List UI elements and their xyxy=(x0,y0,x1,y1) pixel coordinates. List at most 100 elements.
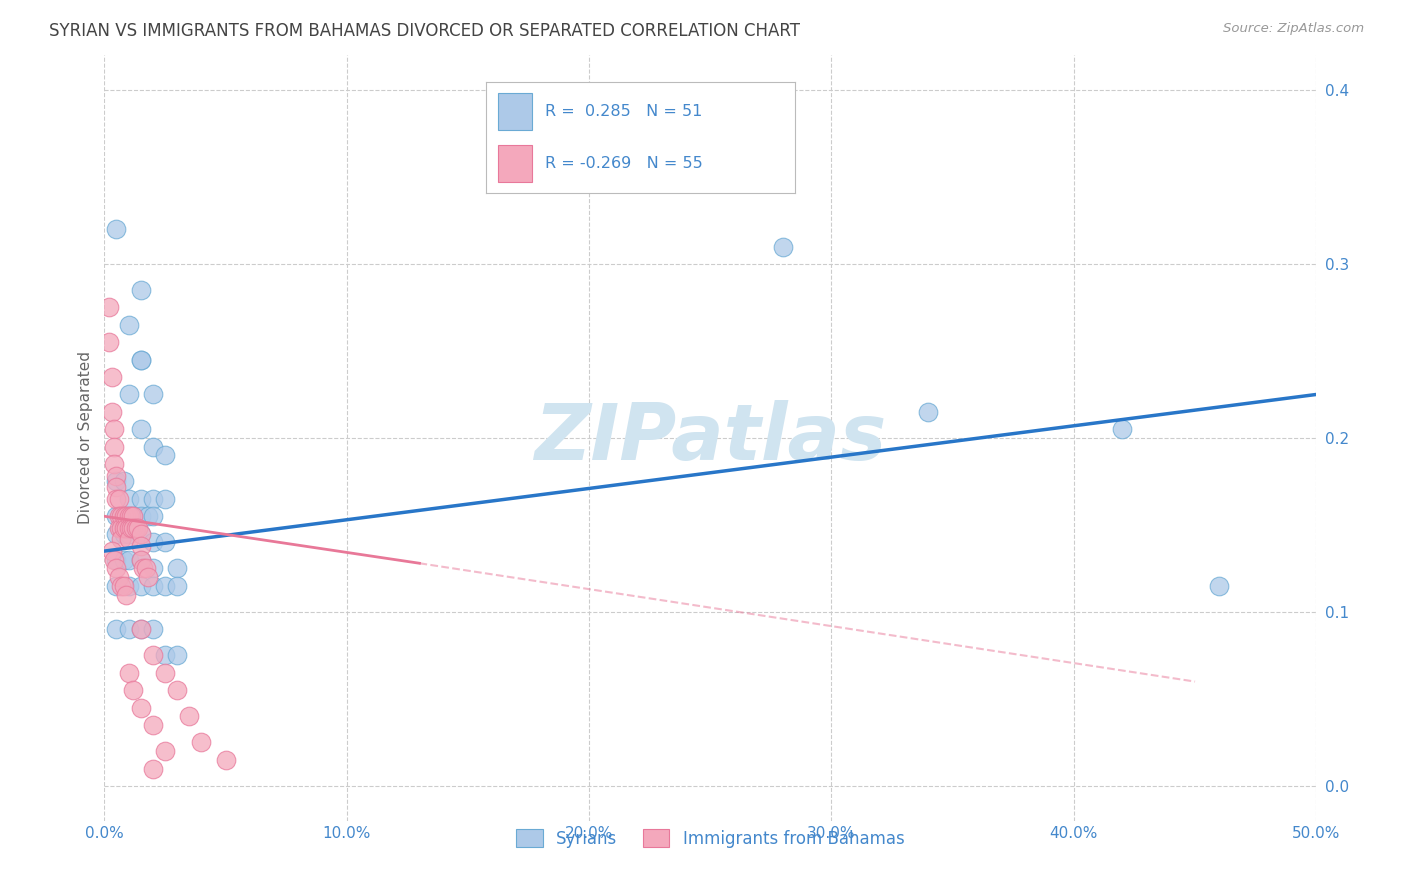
Point xyxy=(117,387,139,401)
Point xyxy=(772,239,794,253)
Point xyxy=(166,683,188,698)
Point xyxy=(108,570,131,584)
Point xyxy=(112,579,135,593)
Point xyxy=(142,535,165,549)
Point xyxy=(105,579,128,593)
Point xyxy=(214,753,236,767)
Point xyxy=(110,532,132,546)
Point xyxy=(108,509,131,524)
Point xyxy=(117,532,139,546)
Point xyxy=(129,526,152,541)
Point xyxy=(105,553,128,567)
Point xyxy=(142,579,165,593)
Text: ZIPatlas: ZIPatlas xyxy=(534,400,886,476)
Point xyxy=(142,762,165,776)
Point xyxy=(98,335,121,350)
Point xyxy=(105,475,128,489)
Point xyxy=(142,648,165,663)
Point xyxy=(129,553,152,567)
Point xyxy=(142,718,165,732)
Point xyxy=(153,579,176,593)
Point xyxy=(108,491,131,506)
Point xyxy=(153,744,176,758)
Point xyxy=(179,709,201,723)
Point xyxy=(100,405,122,419)
Point xyxy=(117,509,139,524)
Point xyxy=(122,683,145,698)
Point xyxy=(129,509,152,524)
Point xyxy=(110,579,132,593)
Point xyxy=(136,570,159,584)
Point xyxy=(129,623,152,637)
Point xyxy=(166,579,188,593)
Point xyxy=(112,521,135,535)
Point xyxy=(110,509,132,524)
Point xyxy=(122,509,145,524)
Point xyxy=(917,405,939,419)
Point xyxy=(129,700,152,714)
Y-axis label: Divorced or Separated: Divorced or Separated xyxy=(79,351,93,524)
Point xyxy=(105,623,128,637)
Point xyxy=(117,491,139,506)
Point xyxy=(129,579,152,593)
Point xyxy=(105,480,128,494)
Point xyxy=(112,509,135,524)
Point xyxy=(120,521,142,535)
Point xyxy=(112,553,135,567)
Point xyxy=(166,648,188,663)
Point xyxy=(122,521,145,535)
Text: Source: ZipAtlas.com: Source: ZipAtlas.com xyxy=(1223,22,1364,36)
Point xyxy=(117,318,139,332)
Point xyxy=(125,521,148,535)
Point xyxy=(153,449,176,463)
Point xyxy=(117,521,139,535)
Point xyxy=(129,283,152,297)
Point xyxy=(117,509,139,524)
Point xyxy=(129,352,152,367)
Point xyxy=(117,579,139,593)
Point xyxy=(129,623,152,637)
Point xyxy=(117,553,139,567)
Point xyxy=(122,509,145,524)
Point xyxy=(108,521,131,535)
Point xyxy=(103,553,125,567)
Text: SYRIAN VS IMMIGRANTS FROM BAHAMAS DIVORCED OR SEPARATED CORRELATION CHART: SYRIAN VS IMMIGRANTS FROM BAHAMAS DIVORC… xyxy=(49,22,800,40)
Point xyxy=(105,491,128,506)
Point xyxy=(100,544,122,558)
Point xyxy=(136,509,159,524)
Point xyxy=(112,526,135,541)
Point xyxy=(1208,579,1230,593)
Point xyxy=(129,352,152,367)
Point xyxy=(142,561,165,575)
Point xyxy=(117,526,139,541)
Point xyxy=(132,561,155,575)
Point xyxy=(100,370,122,384)
Point xyxy=(103,422,125,436)
Point xyxy=(129,422,152,436)
Point xyxy=(142,491,165,506)
Point xyxy=(103,457,125,471)
Point xyxy=(142,623,165,637)
Point xyxy=(105,561,128,575)
Point xyxy=(190,735,212,749)
Point xyxy=(129,553,152,567)
Point xyxy=(129,539,152,553)
Point xyxy=(142,509,165,524)
Point xyxy=(153,648,176,663)
Point xyxy=(110,521,132,535)
Point xyxy=(153,535,176,549)
Point xyxy=(105,509,128,524)
Point xyxy=(135,561,157,575)
Point xyxy=(142,387,165,401)
Point xyxy=(120,509,142,524)
Point xyxy=(105,526,128,541)
Point xyxy=(129,491,152,506)
Point xyxy=(115,509,138,524)
Point xyxy=(166,561,188,575)
Point xyxy=(117,665,139,680)
Point xyxy=(1111,422,1133,436)
Point xyxy=(142,440,165,454)
Point xyxy=(117,623,139,637)
Point xyxy=(153,665,176,680)
Point xyxy=(112,509,135,524)
